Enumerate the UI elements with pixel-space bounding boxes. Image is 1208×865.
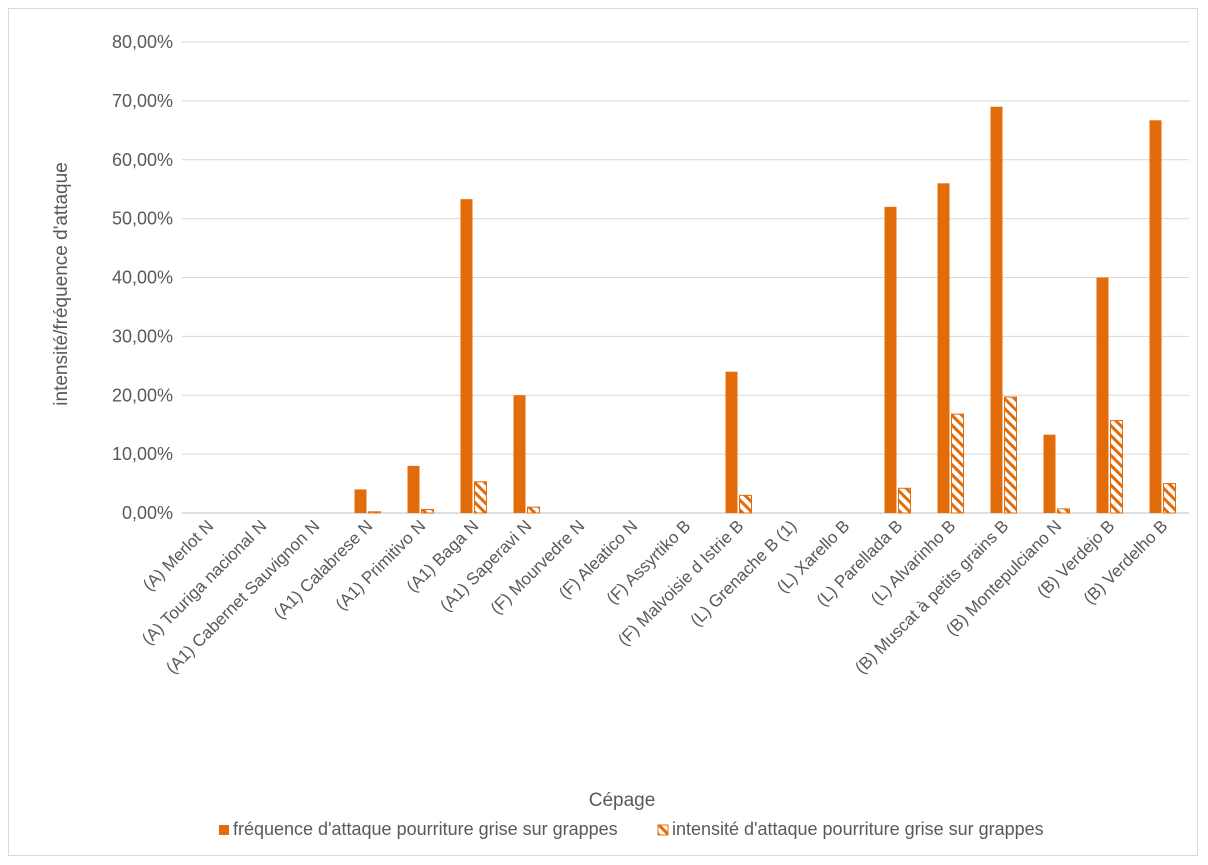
bar-intensite <box>1004 396 1017 514</box>
y-tick-label: 30,00% <box>112 326 173 346</box>
y-tick-label: 0,00% <box>122 503 173 523</box>
legend-swatch-frequence <box>219 825 229 835</box>
y-tick-label: 40,00% <box>112 268 173 288</box>
y-tick-label: 20,00% <box>112 385 173 405</box>
bar-frequence <box>990 106 1003 513</box>
y-tick-label: 10,00% <box>112 444 173 464</box>
bar-intensite <box>739 494 752 514</box>
bar-intensite <box>368 511 381 514</box>
chart-frame: 0,00% 10,00% 20,00% 30,00% 40,00% 50,00% 60,00… <box>8 8 1198 856</box>
y-tick-label: 80,00% <box>112 32 173 52</box>
y-tick-label: 60,00% <box>112 150 173 170</box>
bar-frequence <box>354 489 367 513</box>
bar-frequence <box>884 206 897 513</box>
bars <box>354 106 1176 514</box>
bar-intensite <box>898 487 911 514</box>
legend-label-intensite: intensité d'attaque pourriture grise sur… <box>672 819 1044 839</box>
bar-frequence <box>1096 277 1109 513</box>
x-axis-label: Cépage <box>589 790 656 811</box>
x-tick-label: (A1) Primitivo N <box>332 516 430 614</box>
x-tick-label: (A1) Saperavi N <box>436 516 535 615</box>
bar-intensite <box>474 481 487 514</box>
bar-intensite <box>1163 483 1176 514</box>
y-axis-ticks: 0,00% 10,00% 20,00% 30,00% 40,00% 50,00% 60,00… <box>112 32 173 523</box>
bar-intensite <box>421 508 434 514</box>
bar-intensite <box>1057 508 1070 514</box>
bar-frequence <box>725 371 738 513</box>
bar-intensite <box>527 506 540 514</box>
x-tick-label: (F) Mourvedre N <box>487 516 589 618</box>
y-axis-label: intensité/fréquence d'attaque <box>51 162 72 405</box>
x-axis-ticks: (A) Merlot N(A) Touriga nacional N(A1) C… <box>138 516 1171 677</box>
bar-frequence <box>1149 120 1162 514</box>
bar-frequence <box>1043 434 1056 513</box>
bar-frequence <box>460 199 473 514</box>
bar-frequence <box>513 395 526 513</box>
legend-swatch-intensite <box>657 824 669 836</box>
legend: fréquence d'attaque pourriture grise sur… <box>219 819 1044 839</box>
bar-frequence <box>407 465 420 513</box>
gridlines <box>182 41 1189 514</box>
y-tick-label: 50,00% <box>112 209 173 229</box>
bar-intensite <box>951 413 964 514</box>
bar-frequence <box>937 183 950 514</box>
y-tick-label: 70,00% <box>112 91 173 111</box>
bar-chart: 0,00% 10,00% 20,00% 30,00% 40,00% 50,00% 60,00… <box>51 32 1189 839</box>
legend-label-frequence: fréquence d'attaque pourriture grise sur… <box>233 819 618 839</box>
bar-intensite <box>1110 420 1123 514</box>
x-tick-label: (A1) Calabrese N <box>270 516 376 622</box>
